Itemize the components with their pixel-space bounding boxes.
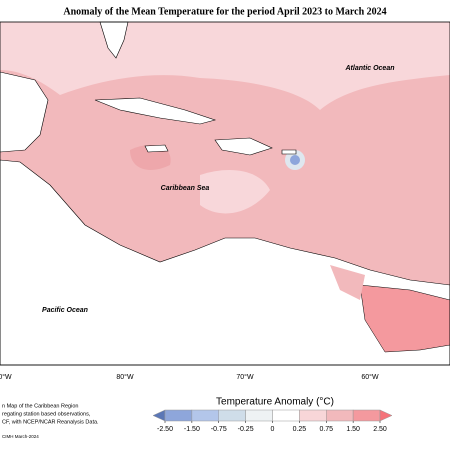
- colorbar: -2.50 -1.50 -0.75 -0.25 0 0.25 0.75 1.50 2.50: [152, 409, 393, 433]
- land: [0, 71, 49, 153]
- anomaly-area: [200, 170, 270, 214]
- colorbar-segment: [299, 409, 327, 422]
- colorbar-tick-label: 0: [271, 426, 275, 433]
- map: Atlantic Ocean Caribbean Sea Pacific Oce…: [0, 21, 450, 366]
- longitude-label: 0°W: [0, 373, 12, 381]
- footnote-line: n Map of the Caribbean Region: [2, 403, 78, 409]
- footnote: n Map of the Caribbean Region regating st…: [2, 403, 99, 439]
- colorbar-tick-label: -2.50: [157, 426, 173, 433]
- longitude-label: 60°W: [361, 373, 379, 381]
- longitude-label: 80°W: [116, 373, 134, 381]
- colorbar-arrow: [379, 409, 393, 422]
- land: [0, 159, 450, 366]
- island: [94, 97, 217, 125]
- footnote-line: CF, with NCEP/NCAR Reanalysis Data.: [2, 419, 99, 425]
- island: [144, 144, 169, 153]
- anomaly-area: [290, 155, 300, 165]
- colorbar-segment: [272, 409, 300, 422]
- colorbar-tick-label: -1.50: [184, 426, 200, 433]
- land-anomaly: [359, 284, 450, 353]
- land-anomaly: [330, 265, 365, 300]
- colorbar-tick-label: 0.75: [319, 426, 333, 433]
- colorbar-segment: [191, 409, 219, 422]
- colorbar-tick-label: -0.25: [238, 426, 254, 433]
- ocean-label: Pacific Ocean: [42, 307, 88, 314]
- ocean-label: Caribbean Sea: [161, 185, 210, 192]
- colorbar-segment: [164, 409, 193, 422]
- colorbar-tick-label: 0.25: [293, 426, 307, 433]
- longitude-labels: 0°W 80°W 70°W 60°W: [0, 373, 379, 381]
- title: Anomaly of the Mean Temperature for the …: [63, 6, 386, 17]
- colorbar-segment: [326, 409, 354, 422]
- colorbar-segment: [352, 409, 381, 422]
- ocean-label: Atlantic Ocean: [344, 65, 394, 72]
- colorbar-segment: [218, 409, 246, 422]
- colorbar-tick-label: -0.75: [211, 426, 227, 433]
- footnote-line: CIMH March-2024: [2, 434, 39, 439]
- footnote-line: regating station based observations,: [2, 411, 91, 417]
- island: [281, 149, 297, 155]
- colorbar-segment: [245, 409, 273, 422]
- colorbar-tick-label: 2.50: [373, 426, 387, 433]
- legend-title: Temperature Anomaly (°C): [216, 397, 334, 408]
- island: [214, 137, 273, 156]
- map-frame: [0, 21, 450, 366]
- colorbar-tick-label: 1.50: [346, 426, 360, 433]
- longitude-label: 70°W: [236, 373, 254, 381]
